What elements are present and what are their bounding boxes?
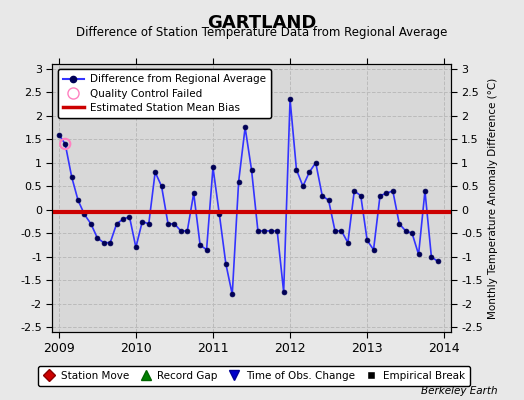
Text: GARTLAND: GARTLAND (208, 14, 316, 32)
Text: Difference of Station Temperature Data from Regional Average: Difference of Station Temperature Data f… (77, 26, 447, 39)
Point (54, 209, 63, 215)
Legend: Difference from Regional Average, Quality Control Failed, Estimated Station Mean: Difference from Regional Average, Qualit… (58, 69, 271, 118)
Y-axis label: Monthly Temperature Anomaly Difference (°C): Monthly Temperature Anomaly Difference (… (488, 77, 498, 319)
Legend: Station Move, Record Gap, Time of Obs. Change, Empirical Break: Station Move, Record Gap, Time of Obs. C… (38, 366, 470, 386)
Text: Berkeley Earth: Berkeley Earth (421, 386, 498, 396)
Point (61, 141, 69, 147)
